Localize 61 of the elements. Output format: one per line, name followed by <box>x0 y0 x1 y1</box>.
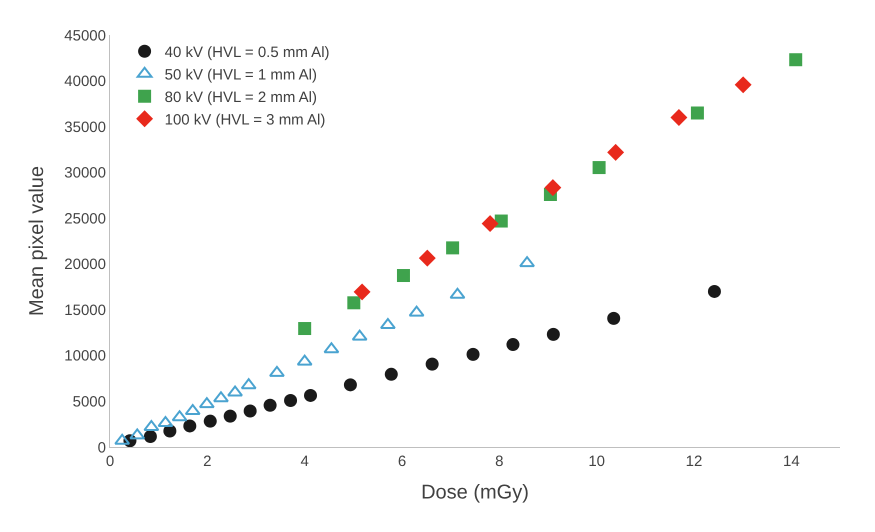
point <box>269 366 285 377</box>
legend-label: 40 kV (HVL = 0.5 mm Al) <box>164 44 330 62</box>
point <box>607 312 620 325</box>
x-tick-label: 14 <box>782 453 800 470</box>
point <box>789 53 802 66</box>
point <box>224 410 237 423</box>
point <box>298 322 312 336</box>
legend-label: 100 kV (HVL = 3 mm Al) <box>164 112 326 129</box>
y-tick-label: 40000 <box>64 73 106 90</box>
point <box>482 215 499 232</box>
point <box>592 161 606 174</box>
y-tick-label: 5000 <box>72 393 106 410</box>
point <box>354 283 371 300</box>
x-tick-label: 8 <box>495 453 504 470</box>
point <box>426 358 439 371</box>
x-tick-label: 4 <box>300 453 309 470</box>
x-tick-label: 6 <box>398 453 406 470</box>
point <box>734 76 752 94</box>
point <box>708 284 721 298</box>
point <box>494 214 508 228</box>
point <box>158 416 174 428</box>
point <box>446 241 460 254</box>
point <box>450 288 466 299</box>
point <box>284 394 298 407</box>
point <box>244 404 257 418</box>
y-tick-label: 15000 <box>64 302 106 319</box>
x-tick-label: 10 <box>588 453 606 470</box>
y-tick-label: 25000 <box>64 210 106 228</box>
point <box>544 179 562 196</box>
y-tick-label: 45000 <box>64 27 106 44</box>
point <box>264 398 277 412</box>
point <box>519 256 535 268</box>
x-tick-label: 12 <box>686 453 702 470</box>
point <box>227 386 243 397</box>
point <box>183 419 196 432</box>
legend-label: 50 kV (HVL = 1 mm Al) <box>164 66 318 84</box>
point <box>324 342 340 354</box>
point <box>204 414 217 428</box>
x-axis-title: Dose (mGy) <box>421 482 529 504</box>
point <box>506 338 520 352</box>
point <box>144 430 157 443</box>
point <box>670 109 688 126</box>
y-tick-label: 20000 <box>64 256 106 274</box>
point <box>213 391 229 402</box>
legend-label: 80 kV (HVL = 2 mm Al) <box>164 89 318 106</box>
y-tick-label: 0 <box>98 439 106 456</box>
point <box>304 388 318 402</box>
y-axis-title: Mean pixel value <box>26 166 48 316</box>
x-tick-label: 2 <box>203 453 212 470</box>
point <box>344 378 357 392</box>
point <box>607 144 624 161</box>
point <box>466 348 480 361</box>
y-tick-label: 10000 <box>64 348 106 365</box>
point <box>347 296 360 310</box>
point <box>418 250 436 267</box>
y-tick-label: 35000 <box>64 118 106 136</box>
point <box>690 106 704 120</box>
point <box>396 269 410 282</box>
point <box>384 368 398 381</box>
point <box>546 328 560 341</box>
y-tick-label: 30000 <box>64 164 106 182</box>
